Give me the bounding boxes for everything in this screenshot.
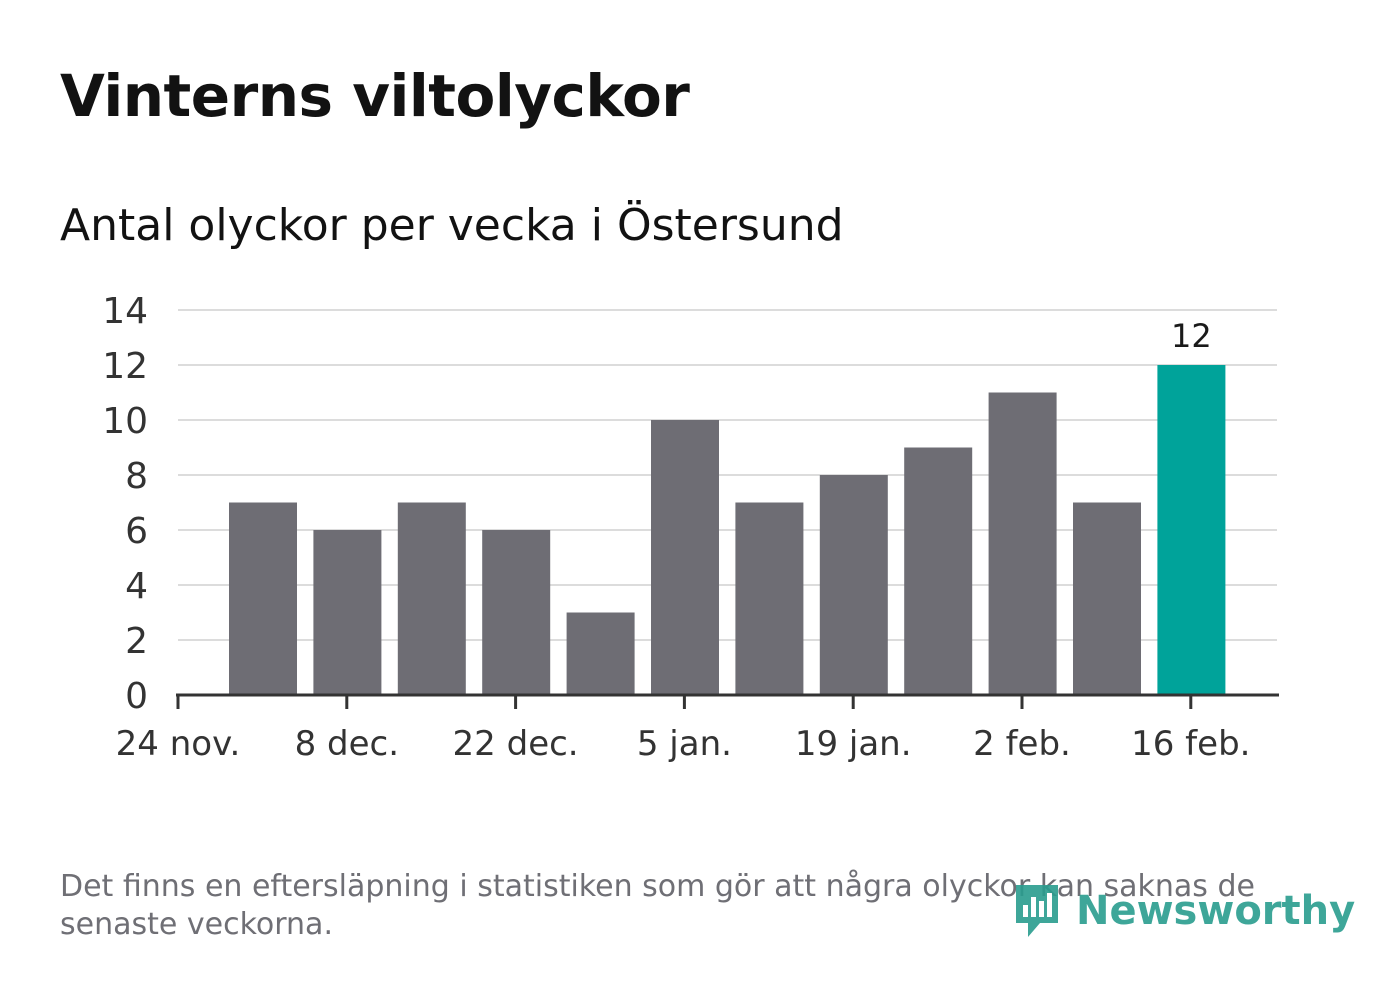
x-tick-label: 22 dec. — [453, 724, 579, 764]
bar — [651, 420, 719, 695]
chart-title: Vinterns viltolyckor — [60, 62, 690, 130]
bar — [1073, 502, 1141, 695]
newsworthy-logo-icon — [1016, 885, 1058, 937]
bar — [819, 475, 888, 695]
y-tick-label: 0 — [125, 676, 148, 717]
x-tick-label: 19 jan. — [795, 724, 912, 764]
bar — [566, 612, 635, 695]
x-tick-label: 5 jan. — [637, 724, 732, 764]
y-tick-label: 12 — [102, 346, 148, 387]
y-tick-label: 4 — [125, 566, 148, 607]
x-tick-label: 8 dec. — [295, 724, 399, 764]
y-tick-label: 10 — [102, 401, 148, 442]
bar-highlight — [1157, 365, 1226, 695]
bar — [229, 502, 297, 695]
newsworthy-logo: Newsworthy — [1012, 880, 1355, 942]
bar — [482, 530, 551, 695]
bar — [904, 447, 973, 695]
bar — [313, 530, 382, 695]
x-tick-label: 24 nov. — [116, 724, 241, 764]
bar — [397, 502, 466, 695]
x-tick-label: 16 feb. — [1131, 724, 1250, 764]
y-tick-label: 2 — [125, 621, 148, 662]
x-tick-label: 2 feb. — [973, 724, 1071, 764]
bar — [988, 392, 1057, 695]
brand-name: Newsworthy — [1076, 888, 1356, 934]
chart-subtitle: Antal olyckor per vecka i Östersund — [60, 200, 844, 251]
y-tick-label: 8 — [125, 456, 148, 497]
data-label: 12 — [1171, 317, 1212, 355]
y-tick-label: 6 — [125, 511, 148, 552]
bar — [735, 502, 804, 695]
y-tick-label: 14 — [102, 291, 148, 332]
